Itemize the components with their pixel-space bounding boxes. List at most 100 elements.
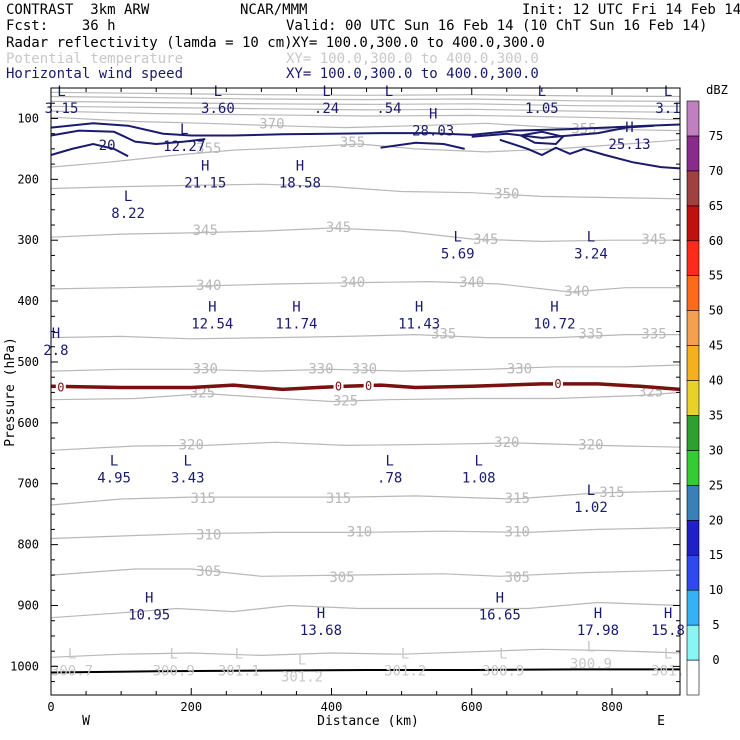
low-marker: L: [57, 84, 65, 100]
low-marker: L: [475, 454, 483, 470]
extremum-value: 28.03: [412, 124, 454, 140]
low-marker: L: [184, 454, 192, 470]
extremum-value: 21.15: [184, 175, 226, 191]
theta-contour-1: [50, 601, 681, 619]
extremum-value: 301.2: [281, 670, 323, 686]
freezing-level: 0 0 0 0: [50, 377, 681, 395]
extremum-value: 25.13: [608, 137, 650, 153]
theta-label: 370: [259, 117, 284, 133]
theta-label: 320: [494, 435, 519, 451]
theta-label: 315: [505, 491, 530, 507]
colorbar-swatch: [686, 240, 700, 277]
extremum-value: 1.08: [462, 471, 496, 487]
y-tick-label: 1000: [10, 659, 39, 673]
colorbar: 0 5 10 15 20 25 30 35 40 45 50 55 60 65 70 75: [686, 100, 723, 696]
extremum-value: 301.: [651, 664, 685, 680]
theta-label: 310: [347, 524, 372, 540]
extremum-value: 12.54: [191, 317, 233, 333]
high-marker: H: [145, 591, 153, 607]
colorbar-level-label: 40: [709, 374, 723, 388]
freezing-label-bg: [552, 377, 563, 391]
theta-label: 345: [473, 232, 498, 248]
wind-contour-0: [50, 122, 681, 137]
theta-label: 335: [431, 327, 456, 343]
high-marker: H: [201, 158, 209, 174]
low-marker: L: [110, 454, 118, 470]
low-marker: L: [68, 647, 76, 663]
low-marker: L: [322, 84, 330, 100]
y-axis-label: Pressure (hPa): [3, 337, 18, 447]
extremum-value: 3.15: [45, 101, 79, 117]
theta-label: 325: [333, 394, 358, 410]
extremum-value: 301.2: [384, 664, 426, 680]
theta-label: 305: [329, 570, 354, 586]
theta-label: 315: [326, 491, 351, 507]
low-marker: L: [538, 84, 546, 100]
extremum-value: 12.27: [163, 139, 205, 155]
theta-label: 310: [196, 527, 221, 543]
theta-label: 340: [340, 275, 365, 291]
low-marker: L: [385, 454, 393, 470]
low-marker: L: [401, 647, 409, 663]
extremum-value: 11.74: [275, 317, 317, 333]
y-tick-label: 300: [17, 233, 39, 247]
theta-label: 355: [196, 141, 221, 157]
xy-reflectivity: XY= 100.0,300.0 to 400.0,300.0: [292, 35, 545, 51]
theta-contour-16: [50, 100, 681, 107]
colorbar-swatch: [686, 554, 700, 591]
model-title: CONTRAST 3km ARW: [6, 2, 150, 18]
freezing-level-label: 0: [57, 381, 64, 395]
high-marker: H: [208, 300, 216, 316]
theta-label: 345: [641, 232, 666, 248]
extremum-value: 301.1: [218, 664, 260, 680]
theta-label: 330: [352, 361, 377, 377]
freezing-level-label: 0: [554, 377, 561, 391]
extremum-value: 16.65: [479, 608, 521, 624]
high-marker: H: [52, 326, 60, 342]
theta-contour-14: [50, 110, 681, 121]
high-marker: H: [496, 591, 504, 607]
colorbar-level-label: 75: [709, 129, 723, 143]
theta-contour-8: [50, 333, 680, 340]
high-marker: H: [296, 158, 304, 174]
theta-contour-0: [50, 648, 681, 658]
theta-contour-10: [50, 227, 680, 243]
theta-contour-12: [50, 139, 681, 168]
theta-label: 305: [505, 570, 530, 586]
extremum-value: 300.7: [51, 664, 93, 680]
organization: NCAR/MMM: [240, 2, 308, 18]
wind-contour-4: [471, 124, 655, 139]
high-marker: H: [594, 606, 602, 622]
extremum-value: 4.95: [97, 471, 131, 487]
theta-contour-17: [50, 95, 681, 102]
low-marker: L: [587, 483, 595, 499]
low-marker: L: [587, 230, 595, 246]
low-marker: L: [180, 122, 188, 138]
west-label: W: [82, 714, 90, 729]
extremum-value: 3.24: [574, 247, 608, 263]
extremum-value: 8.22: [111, 206, 145, 222]
low-marker: L: [453, 230, 461, 246]
freezing-label-bg: [55, 381, 66, 395]
y-tick-label: 200: [17, 172, 39, 186]
high-marker: H: [292, 300, 300, 316]
extremum-value: .78: [377, 471, 402, 487]
extremum-value: .24: [314, 101, 339, 117]
forecast-hour: Fcst: 36 h: [6, 18, 116, 34]
theta-contour-4: [50, 490, 681, 506]
colorbar-level-label: 15: [709, 548, 723, 562]
theta-label: 330: [507, 361, 532, 377]
colorbar-level-label: 60: [709, 234, 723, 248]
low-marker: L: [499, 647, 507, 663]
colorbar-swatch: [686, 100, 700, 137]
colorbar-level-label: 10: [709, 583, 723, 597]
theta-contour-7: [50, 364, 681, 372]
low-marker: L: [587, 639, 595, 655]
theta-label: 330: [308, 361, 333, 377]
colorbar-level-label: 5: [712, 618, 719, 632]
theta-label: 330: [193, 361, 218, 377]
freezing-label-bg: [333, 379, 344, 393]
colorbar-level-label: 70: [709, 164, 723, 178]
freezing-level-label: 0: [335, 379, 342, 393]
x-tick-label: 0: [47, 700, 54, 714]
